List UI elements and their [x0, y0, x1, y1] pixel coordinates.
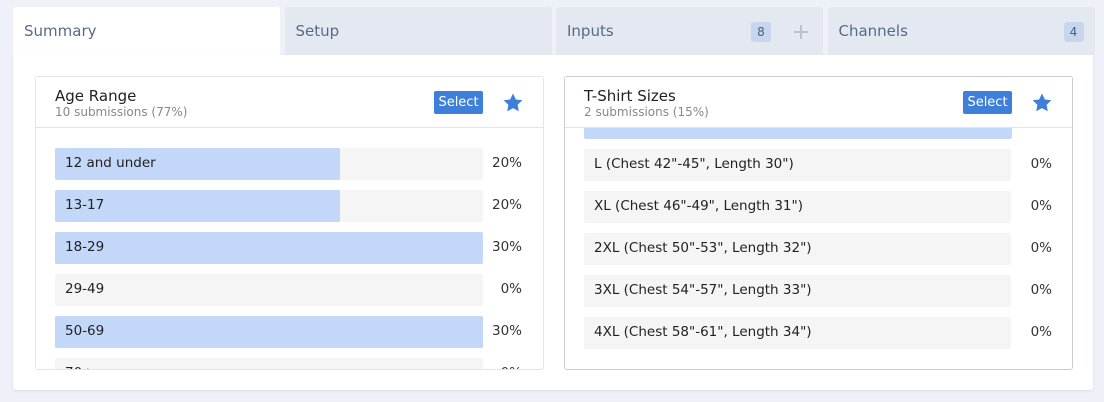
favorite-star[interactable] [1031, 92, 1053, 114]
option-bar-track: XL (Chest 46"-49", Length 31") [584, 191, 1011, 223]
tab[interactable]: Setup [284, 7, 552, 55]
option-bar-track: 50-69 [55, 316, 483, 348]
option-percent: 0% [1030, 156, 1052, 172]
tab-label: Summary [24, 22, 97, 40]
option-bar-track: 70+ [55, 358, 483, 369]
option-percent: 0% [1030, 282, 1052, 298]
favorite-star[interactable] [502, 92, 524, 114]
option-list: L (Chest 42"-45", Length 30") 0% XL (Chest… [565, 128, 1072, 369]
option-bar [55, 148, 341, 180]
option-percent: 30% [491, 239, 522, 255]
option-percent: 0% [1030, 324, 1052, 340]
option-label: 2XL (Chest 50"-53", Length 32") [594, 240, 812, 256]
card-subtitle: 2 submissions (15%) [584, 105, 709, 119]
tab-label: Setup [295, 22, 340, 40]
tab-label: Channels [838, 22, 908, 40]
card-title: Age Range [55, 87, 137, 105]
option-label: 4XL (Chest 58"-61", Length 34") [594, 324, 812, 340]
tab[interactable]: Inputs 8 [556, 7, 823, 55]
option-label: 29-49 [65, 281, 105, 297]
option-label: 70+ [65, 365, 94, 369]
option-bar-track: 12 and under [55, 148, 483, 180]
option-label: 3XL (Chest 54"-57", Length 33") [594, 282, 812, 298]
option-bar-track: 2XL (Chest 50"-53", Length 32") [584, 233, 1011, 265]
question-card: Age Range 10 submissions (77%) Select 12 an… [35, 76, 544, 370]
tab[interactable]: Summary [13, 7, 280, 56]
option-percent: 0% [1030, 240, 1052, 256]
option-list: 12 and under 20% 13-17 20% 18-29 30% 29-49 0% 50… [36, 128, 543, 369]
option-bar-track: 29-49 [55, 274, 483, 306]
option-percent: 0% [500, 281, 522, 297]
option-bar-track: L (Chest 42"-45", Length 30") [584, 149, 1011, 181]
option-bar-track: 4XL (Chest 58"-61", Length 34") [584, 317, 1011, 349]
option-bar-track: 3XL (Chest 54"-57", Length 33") [584, 275, 1011, 307]
option-label: 13-17 [65, 197, 105, 213]
tab[interactable]: Channels 4 [827, 7, 1095, 55]
option-label: 12 and under [65, 155, 156, 171]
option-percent: 0% [1030, 198, 1052, 214]
clipped-row [584, 128, 1012, 139]
option-bar [55, 232, 483, 264]
option-label: 18-29 [65, 239, 105, 255]
tab-count-badge: 8 [751, 22, 771, 42]
tab-label: Inputs [567, 22, 614, 40]
option-percent: 30% [491, 323, 522, 339]
question-card: T-Shirt Sizes 2 submissions (15%) Select L … [564, 76, 1073, 370]
option-label: 50-69 [65, 323, 105, 339]
option-percent: 20% [491, 155, 522, 171]
option-percent: 0% [462, 365, 522, 369]
option-bar-track: 13-17 [55, 190, 483, 222]
tab-count-badge: 4 [1063, 22, 1084, 42]
add-input-button[interactable] [793, 24, 809, 40]
option-bar [55, 190, 341, 222]
option-label: L (Chest 42"-45", Length 30") [594, 156, 794, 172]
option-label: XL (Chest 46"-49", Length 31") [594, 198, 803, 214]
card-header: T-Shirt Sizes 2 submissions (15%) Select [565, 77, 1072, 128]
option-bar-track: 18-29 [55, 232, 483, 264]
select-button[interactable]: Select [963, 91, 1012, 114]
card-subtitle: 10 submissions (77%) [55, 105, 188, 119]
option-bar [55, 316, 483, 348]
option-percent: 20% [491, 197, 522, 213]
select-button[interactable]: Select [434, 91, 483, 114]
card-header: Age Range 10 submissions (77%) Select [36, 77, 543, 128]
card-title: T-Shirt Sizes [584, 87, 676, 105]
